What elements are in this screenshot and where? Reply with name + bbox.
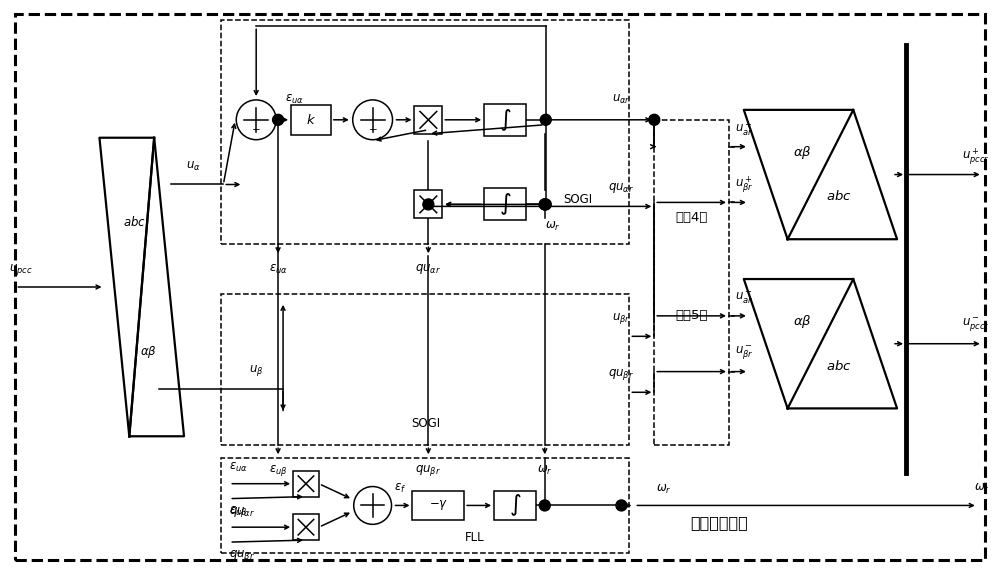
Text: $\varepsilon_f$: $\varepsilon_f$: [394, 482, 407, 495]
Text: $u_{ar}^+$: $u_{ar}^+$: [735, 119, 753, 138]
Text: $qu_{\alpha r}$: $qu_{\alpha r}$: [608, 181, 634, 196]
Bar: [484, 104, 526, 135]
Bar: [293, 514, 319, 540]
Text: $\omega_r$: $\omega_r$: [545, 220, 561, 233]
Text: $abc$: $abc$: [123, 215, 146, 230]
Text: 谐振检测模块: 谐振检测模块: [690, 515, 748, 530]
Circle shape: [539, 199, 550, 210]
Text: $abc$: $abc$: [826, 359, 851, 373]
Text: $qu_{\beta r}$: $qu_{\beta r}$: [229, 548, 255, 563]
Bar: [654, 120, 729, 445]
Text: $\omega_r$: $\omega_r$: [974, 482, 990, 495]
Text: 式（4）: 式（4）: [675, 211, 708, 224]
Text: $k$: $k$: [306, 113, 316, 127]
Text: $\varepsilon_{u\alpha}$: $\varepsilon_{u\alpha}$: [269, 262, 288, 276]
Bar: [291, 105, 331, 135]
Circle shape: [540, 114, 551, 125]
Bar: [484, 188, 526, 220]
Text: $u_{\alpha r}$: $u_{\alpha r}$: [612, 94, 631, 106]
Circle shape: [616, 500, 627, 511]
Text: $u_{pcc}$: $u_{pcc}$: [9, 262, 33, 277]
Text: $u_{\beta r}^-$: $u_{\beta r}^-$: [735, 345, 753, 362]
Bar: [293, 471, 319, 497]
Text: $-$: $-$: [251, 123, 261, 133]
Circle shape: [423, 199, 434, 210]
Text: $u_{\beta r}^+$: $u_{\beta r}^+$: [735, 174, 753, 195]
Text: $qu_{\alpha r}$: $qu_{\alpha r}$: [415, 262, 441, 276]
Text: $\varepsilon_{u\alpha}$: $\varepsilon_{u\alpha}$: [229, 461, 248, 474]
Bar: [221, 294, 629, 445]
Text: 式（5）: 式（5）: [675, 309, 708, 321]
Circle shape: [539, 500, 550, 511]
Circle shape: [354, 487, 392, 524]
Text: FLL: FLL: [465, 532, 484, 544]
Circle shape: [236, 100, 276, 139]
Text: $\int$: $\int$: [499, 107, 511, 133]
Text: $-\gamma$: $-\gamma$: [429, 498, 448, 513]
Text: $\alpha\beta$: $\alpha\beta$: [793, 313, 812, 330]
Text: SOGI: SOGI: [563, 193, 592, 206]
Circle shape: [273, 114, 284, 125]
Text: $\varepsilon_{u\beta}$: $\varepsilon_{u\beta}$: [229, 504, 248, 519]
Text: $\alpha\beta$: $\alpha\beta$: [793, 144, 812, 161]
Text: $-$: $-$: [368, 123, 377, 133]
Text: $u_\beta$: $u_\beta$: [249, 363, 263, 378]
Text: SOGI: SOGI: [411, 417, 440, 430]
Text: $qu_{\beta r}$: $qu_{\beta r}$: [415, 463, 441, 478]
Bar: [412, 491, 464, 521]
Bar: [221, 20, 629, 244]
Text: $\omega_r$: $\omega_r$: [537, 464, 553, 476]
Text: $qu_{\beta r}$: $qu_{\beta r}$: [608, 367, 634, 382]
Text: $\varepsilon_{u\beta}$: $\varepsilon_{u\beta}$: [269, 463, 287, 478]
Text: $\int$: $\int$: [499, 192, 511, 217]
Circle shape: [649, 114, 660, 125]
Text: $\omega_r$: $\omega_r$: [656, 483, 672, 496]
Text: $abc$: $abc$: [826, 189, 851, 203]
Text: $u_{ar}^-$: $u_{ar}^-$: [735, 290, 753, 305]
Circle shape: [353, 100, 393, 139]
Text: $u_{\beta r}$: $u_{\beta r}$: [612, 311, 631, 326]
Text: $u_\alpha$: $u_\alpha$: [186, 160, 201, 173]
Text: $\alpha\beta$: $\alpha\beta$: [140, 344, 157, 360]
Bar: [414, 106, 442, 134]
Bar: [221, 458, 629, 553]
Text: $\int$: $\int$: [509, 492, 521, 518]
Circle shape: [540, 199, 551, 210]
Text: $qu_{\alpha r}$: $qu_{\alpha r}$: [229, 505, 255, 518]
Bar: [494, 491, 536, 521]
Text: $\varepsilon_{u\alpha}$: $\varepsilon_{u\alpha}$: [285, 94, 303, 106]
Circle shape: [539, 199, 550, 210]
Text: $u_{pccr}^+$: $u_{pccr}^+$: [962, 146, 990, 167]
Text: $u_{pccr}^-$: $u_{pccr}^-$: [962, 317, 990, 335]
Bar: [414, 191, 442, 218]
